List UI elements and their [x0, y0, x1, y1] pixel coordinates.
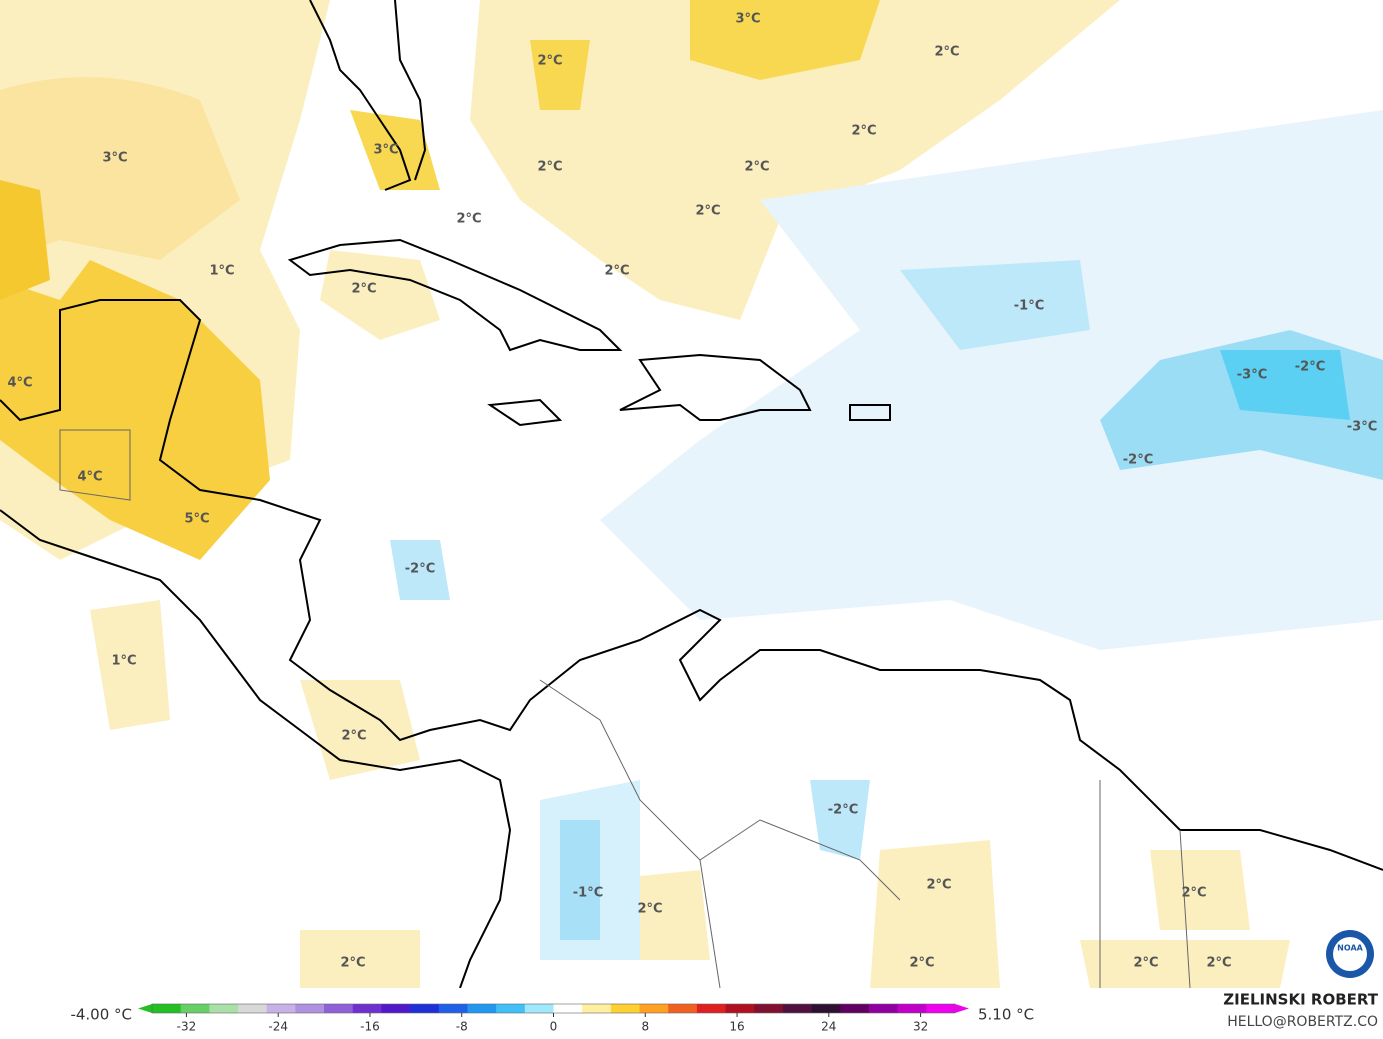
colorbar-tick-label: -24	[268, 1020, 288, 1034]
colorbar-segment	[438, 1004, 468, 1013]
colorbar-tick-label: 24	[821, 1020, 836, 1034]
coastlines	[0, 0, 1383, 989]
temperature-label: 3°C	[102, 151, 127, 166]
temperature-label: 1°C	[111, 654, 136, 669]
colorbar-segment	[926, 1004, 956, 1013]
temperature-label: 2°C	[1206, 956, 1231, 971]
colorbar-segment	[524, 1004, 554, 1013]
temperature-label: -3°C	[1237, 368, 1267, 383]
colorbar-end	[955, 1004, 969, 1013]
colorbar-segment	[352, 1004, 382, 1013]
colorbar-segment	[725, 1004, 755, 1013]
logo-text: NOAA	[1337, 944, 1363, 953]
temperature-label: -2°C	[1295, 360, 1325, 375]
colorbar-segment	[295, 1004, 325, 1013]
anomaly-shading	[0, 0, 1383, 988]
temperature-label: 2°C	[1133, 956, 1158, 971]
colorbar-tick-label: -16	[360, 1020, 380, 1034]
temperature-label: -2°C	[405, 562, 435, 577]
colorbar-tick-label: -8	[456, 1020, 468, 1034]
temperature-label: 2°C	[340, 956, 365, 971]
temperature-label: 4°C	[77, 470, 102, 485]
temperature-label: 4°C	[7, 376, 32, 391]
colorbar-segment	[410, 1004, 440, 1013]
colorbar: -32 -24 -16 -8 0 8 16 24 32	[138, 1003, 969, 1034]
temperature-label: 2°C	[926, 878, 951, 893]
colorbar-segment	[582, 1004, 612, 1013]
colorbar-segment	[152, 1004, 182, 1013]
temperature-label: 1°C	[209, 264, 234, 279]
temperature-label: 2°C	[744, 160, 769, 175]
colorbar-segment	[266, 1004, 296, 1013]
noaa-logo: NOAA	[1326, 930, 1374, 978]
colorbar-segment	[180, 1004, 210, 1013]
colorbar-tick-label: 32	[913, 1020, 928, 1034]
colorbar-segment	[496, 1004, 526, 1013]
colorbar-segment	[668, 1004, 698, 1013]
email: HELLO@ROBERTZ.CO	[1227, 1014, 1378, 1030]
temperature-label: 2°C	[909, 956, 934, 971]
borders	[59, 429, 1191, 989]
colorbar-segment	[324, 1004, 354, 1013]
colorbar-tick-label: 0	[550, 1020, 558, 1034]
temperature-label: 2°C	[341, 729, 366, 744]
temperature-label: -2°C	[1123, 453, 1153, 468]
colorbar-segment	[381, 1004, 411, 1013]
temperature-label: -1°C	[573, 886, 603, 901]
temperature-label: -3°C	[1347, 420, 1377, 435]
colorbar-segment	[811, 1004, 841, 1013]
colorbar-segment	[467, 1004, 497, 1013]
temperature-label: 3°C	[373, 143, 398, 158]
colorbar-segment	[639, 1004, 669, 1013]
temperature-label: 2°C	[934, 45, 959, 60]
temperature-label: 2°C	[351, 282, 376, 297]
colorbar-tick-label: 8	[641, 1020, 649, 1034]
colorbar-segment	[610, 1004, 641, 1013]
colorbar-tick-label: -32	[177, 1020, 197, 1034]
temperature-label: 2°C	[537, 160, 562, 175]
colorbar-tick-label: 16	[729, 1020, 744, 1034]
temperature-label: -2°C	[828, 803, 858, 818]
author: ZIELINSKI ROBERT	[1223, 991, 1378, 1009]
colorbar-segment	[696, 1004, 727, 1013]
temperature-label: 2°C	[695, 204, 720, 219]
temperature-label: 2°C	[1181, 886, 1206, 901]
temperature-label: 5°C	[184, 512, 209, 527]
colorbar-segment	[868, 1004, 899, 1013]
temperature-label: 2°C	[851, 124, 876, 139]
temperature-label: 2°C	[456, 212, 481, 227]
temperature-label: 2°C	[604, 264, 629, 279]
temperature-labels: 3°C 2°C 2°C 3°C 3°C 2°C 2°C 2°C 2°C 2°C 1°C 2°C 2°C -…	[7, 12, 1377, 971]
colorbar-segment	[840, 1004, 870, 1013]
colorbar-min: -4.00 °C	[70, 1006, 132, 1024]
colorbar-segment	[897, 1004, 927, 1013]
colorbar-segment	[553, 1004, 583, 1013]
colorbar-segment	[209, 1004, 239, 1013]
colorbar-segment	[238, 1004, 268, 1013]
colorbar-segment	[754, 1004, 784, 1013]
temperature-label: 3°C	[735, 12, 760, 27]
colorbar-segment	[782, 1004, 813, 1013]
colorbar-end	[138, 1004, 152, 1013]
temperature-label: 2°C	[637, 902, 662, 917]
temperature-label: 2°C	[537, 54, 562, 69]
colorbar-max: 5.10 °C	[978, 1006, 1034, 1024]
temperature-label: -1°C	[1014, 299, 1044, 314]
